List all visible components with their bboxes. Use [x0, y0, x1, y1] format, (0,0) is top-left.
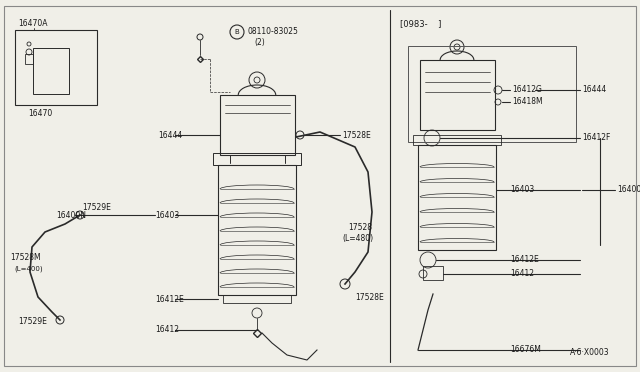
Text: 17528E: 17528E [355, 292, 384, 301]
Bar [33, 48, 69, 94]
Bar [408, 46, 576, 142]
Text: 16412G: 16412G [512, 86, 542, 94]
Text: (L=480): (L=480) [342, 234, 373, 244]
Text: 16412: 16412 [155, 326, 179, 334]
Text: 16412E: 16412E [510, 256, 539, 264]
Text: 16412: 16412 [510, 269, 534, 279]
Bar [413, 135, 501, 145]
Text: (L=400): (L=400) [14, 266, 43, 272]
Text: 08110-83025: 08110-83025 [248, 26, 299, 35]
Text: 16676M: 16676M [510, 346, 541, 355]
Text: B: B [235, 29, 239, 35]
Text: 16470A: 16470A [18, 19, 47, 29]
Text: 16444: 16444 [582, 86, 606, 94]
Text: 16403: 16403 [155, 211, 179, 219]
Bar [25, 54, 33, 64]
Text: 16412E: 16412E [155, 295, 184, 304]
Text: (2): (2) [254, 38, 265, 48]
Bar [213, 153, 301, 165]
Bar [15, 30, 97, 105]
Bar [218, 165, 296, 295]
Text: 16400N: 16400N [617, 186, 640, 195]
Text: 16470: 16470 [28, 109, 52, 119]
Text: 17528M: 17528M [10, 253, 40, 262]
Text: A·6·X0003: A·6·X0003 [570, 348, 610, 357]
Text: 17529E: 17529E [18, 317, 47, 327]
Text: 16403: 16403 [510, 186, 534, 195]
Bar [220, 95, 295, 155]
Text: 17528: 17528 [348, 222, 372, 231]
Text: 16418M: 16418M [512, 97, 543, 106]
Text: 16412F: 16412F [582, 134, 611, 142]
Text: [0983-    ]: [0983- ] [400, 19, 442, 29]
Bar [418, 145, 496, 250]
Text: 16444: 16444 [158, 131, 182, 140]
Bar [420, 60, 495, 130]
Bar [223, 295, 291, 303]
Text: 17528E: 17528E [342, 131, 371, 140]
Bar [423, 266, 443, 280]
Text: 17529E: 17529E [82, 203, 111, 212]
Text: 16400N: 16400N [56, 211, 86, 219]
